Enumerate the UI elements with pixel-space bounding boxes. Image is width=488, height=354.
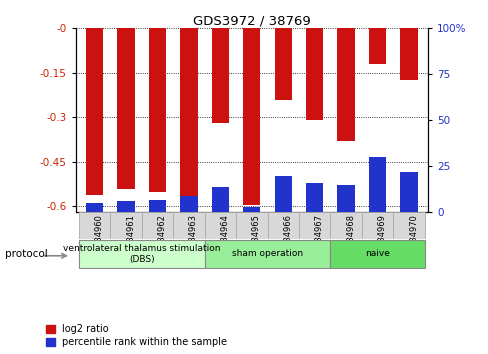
Bar (305, 183, 323, 212)
Bar (204, 240, 330, 268)
Bar (400, 28, 417, 80)
Text: GSM634961: GSM634961 (126, 214, 135, 264)
Bar (211, 187, 228, 212)
Bar (79, 212, 110, 239)
Bar (368, 28, 386, 64)
Bar (330, 240, 424, 268)
Bar (337, 28, 354, 141)
Bar (274, 176, 291, 212)
Bar (173, 212, 204, 239)
Bar (267, 212, 298, 239)
Text: protocol: protocol (5, 249, 47, 259)
Bar (117, 201, 135, 212)
Text: GSM634970: GSM634970 (408, 214, 417, 264)
Text: GSM634962: GSM634962 (157, 214, 166, 264)
Bar (180, 196, 197, 212)
Text: sham operation: sham operation (231, 250, 303, 258)
Text: GSM634969: GSM634969 (377, 214, 386, 264)
Bar (243, 207, 260, 212)
Text: GSM634964: GSM634964 (220, 214, 229, 264)
Bar (298, 212, 330, 239)
Bar (86, 28, 103, 195)
Bar (211, 28, 228, 123)
Bar (274, 28, 291, 99)
Text: GSM634960: GSM634960 (95, 214, 103, 264)
Bar (368, 157, 386, 212)
Bar (337, 185, 354, 212)
Bar (400, 172, 417, 212)
Bar (110, 212, 142, 239)
Bar (142, 212, 173, 239)
Bar (180, 28, 197, 200)
Legend: log2 ratio, percentile rank within the sample: log2 ratio, percentile rank within the s… (44, 322, 229, 349)
Bar (148, 200, 166, 212)
Bar (117, 28, 135, 189)
Bar (305, 28, 323, 120)
Bar (86, 203, 103, 212)
Bar (204, 212, 236, 239)
Bar (330, 212, 361, 239)
Bar (392, 212, 424, 239)
Bar (79, 240, 204, 268)
Bar (243, 28, 260, 205)
Bar (148, 28, 166, 192)
Bar (361, 212, 392, 239)
Title: GDS3972 / 38769: GDS3972 / 38769 (193, 14, 310, 27)
Text: GSM634965: GSM634965 (251, 214, 260, 264)
Bar (236, 212, 267, 239)
Text: ventrolateral thalamus stimulation
(DBS): ventrolateral thalamus stimulation (DBS) (63, 244, 220, 264)
Text: GSM634963: GSM634963 (188, 214, 198, 265)
Text: GSM634968: GSM634968 (346, 214, 354, 265)
Text: naive: naive (365, 250, 389, 258)
Text: GSM634967: GSM634967 (314, 214, 323, 265)
Text: GSM634966: GSM634966 (283, 214, 292, 265)
